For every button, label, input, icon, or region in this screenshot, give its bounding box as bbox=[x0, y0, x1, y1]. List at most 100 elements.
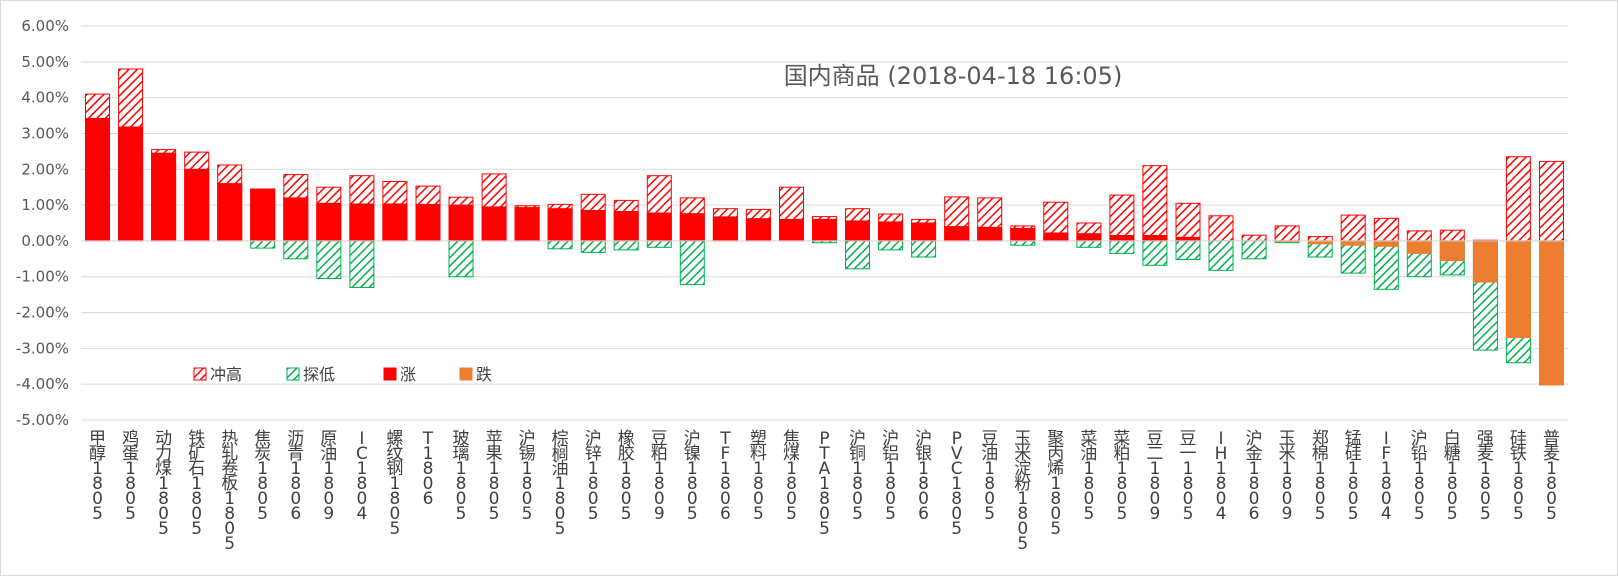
legend-label-fall: 跌 bbox=[476, 365, 492, 384]
rise-bar bbox=[85, 117, 110, 242]
category-label-char: 焦 bbox=[783, 429, 800, 449]
category-label-char: 8 bbox=[687, 474, 698, 494]
category-label-char: 0 bbox=[522, 489, 533, 509]
rise-bar bbox=[1142, 235, 1168, 242]
category-label-char: 板 bbox=[221, 474, 238, 494]
category-label-char: 烯 bbox=[1047, 459, 1064, 479]
category-label-char: C bbox=[951, 459, 963, 479]
y-tick-label: 5.00% bbox=[21, 53, 69, 71]
category-label-char: F bbox=[721, 444, 731, 464]
category-label-char: 6 bbox=[918, 504, 929, 524]
high-bar bbox=[1505, 156, 1531, 242]
category-label-char: 铁 bbox=[1510, 444, 1527, 464]
category-label-char: T bbox=[422, 429, 434, 449]
category-label-char: 0 bbox=[257, 489, 268, 509]
category-label-char: 白 bbox=[1444, 429, 1461, 449]
low-bar bbox=[580, 240, 606, 253]
rise-bar bbox=[911, 222, 937, 242]
category-label-char: 1 bbox=[1249, 459, 1260, 479]
low-bar bbox=[316, 240, 342, 279]
category-label-char: 8 bbox=[1216, 474, 1227, 494]
category-label-char: 1 bbox=[323, 459, 334, 479]
category-label-char: I bbox=[1218, 429, 1223, 449]
category-label-char: T bbox=[719, 429, 731, 449]
high-bar bbox=[1175, 202, 1201, 242]
low-bar bbox=[250, 240, 276, 249]
low-bar bbox=[1241, 240, 1267, 260]
category-label-char: 1 bbox=[588, 459, 599, 479]
category-label-char: 0 bbox=[1116, 489, 1127, 509]
category-label-char: 油 bbox=[320, 444, 337, 464]
low-bar bbox=[845, 240, 870, 270]
low-bar bbox=[1142, 240, 1168, 266]
category-label-char: 1 bbox=[753, 459, 764, 479]
category-label-char: 8 bbox=[621, 474, 632, 494]
category-label-char: 镍 bbox=[684, 444, 701, 464]
category-label-char: 0 bbox=[1513, 489, 1524, 509]
y-tick-label: -2.00% bbox=[16, 304, 69, 322]
high-bar bbox=[1406, 230, 1432, 242]
category-label-char: 8 bbox=[753, 474, 764, 494]
category-label-char: 0 bbox=[356, 489, 367, 509]
category-label-char: 棉 bbox=[1312, 444, 1329, 464]
category-label-char: 纹 bbox=[386, 444, 403, 464]
category-label-char: 0 bbox=[918, 489, 929, 509]
category-label-char: 5 bbox=[224, 534, 235, 554]
high-bar bbox=[1208, 215, 1234, 242]
y-axis-ticks: -5.00% -4.00% -3.00% -2.00% -1.00% 0.00% 1.00%… bbox=[16, 17, 69, 429]
category-label-char: 轧 bbox=[221, 444, 238, 464]
category-label-char: 焦 bbox=[254, 429, 271, 449]
category-label-char: 1 bbox=[1480, 459, 1491, 479]
low-bar bbox=[547, 240, 573, 250]
category-label-char: I bbox=[359, 429, 364, 449]
category-label-char: 醇 bbox=[89, 444, 106, 464]
category-label-char: 9 bbox=[1149, 504, 1160, 524]
category-label-char: 1 bbox=[918, 459, 929, 479]
rise-bar bbox=[944, 226, 970, 242]
category-label-char: 8 bbox=[1050, 489, 1061, 509]
category-label-char: 8 bbox=[92, 474, 103, 494]
y-tick-label: -4.00% bbox=[16, 375, 69, 393]
category-label-char: 煤 bbox=[783, 444, 800, 464]
category-label-char: 橡 bbox=[618, 429, 635, 449]
category-label-char: 5 bbox=[819, 519, 830, 539]
category-label-char: 一 bbox=[1180, 444, 1197, 464]
category-label-char: 1 bbox=[389, 474, 400, 494]
category-label-char: 0 bbox=[489, 489, 500, 509]
category-label-char: 0 bbox=[456, 489, 467, 509]
category-label-char: 0 bbox=[720, 489, 731, 509]
category-label-char: 玉 bbox=[1279, 429, 1296, 449]
y-tick-label: 0.00% bbox=[21, 232, 69, 250]
category-label-char: 榈 bbox=[552, 444, 569, 464]
category-label-char: T bbox=[818, 444, 830, 464]
category-label-char: 0 bbox=[852, 489, 863, 509]
category-label-char: P bbox=[952, 429, 962, 449]
category-label-char: 1 bbox=[885, 459, 896, 479]
category-label-char: 5 bbox=[555, 519, 566, 539]
category-label-char: 玻 bbox=[453, 429, 470, 449]
legend-swatch-high bbox=[193, 367, 207, 381]
category-label-char: 1 bbox=[555, 474, 566, 494]
rise-bar bbox=[514, 207, 540, 242]
category-label-char: 糖 bbox=[1444, 444, 1461, 464]
category-label-char: 0 bbox=[1149, 489, 1160, 509]
category-label-char: 0 bbox=[191, 504, 202, 524]
low-bar bbox=[679, 240, 705, 286]
category-label-char: 5 bbox=[1083, 504, 1094, 524]
category-label-char: 铁 bbox=[188, 429, 205, 449]
fall-bar bbox=[1373, 240, 1399, 247]
